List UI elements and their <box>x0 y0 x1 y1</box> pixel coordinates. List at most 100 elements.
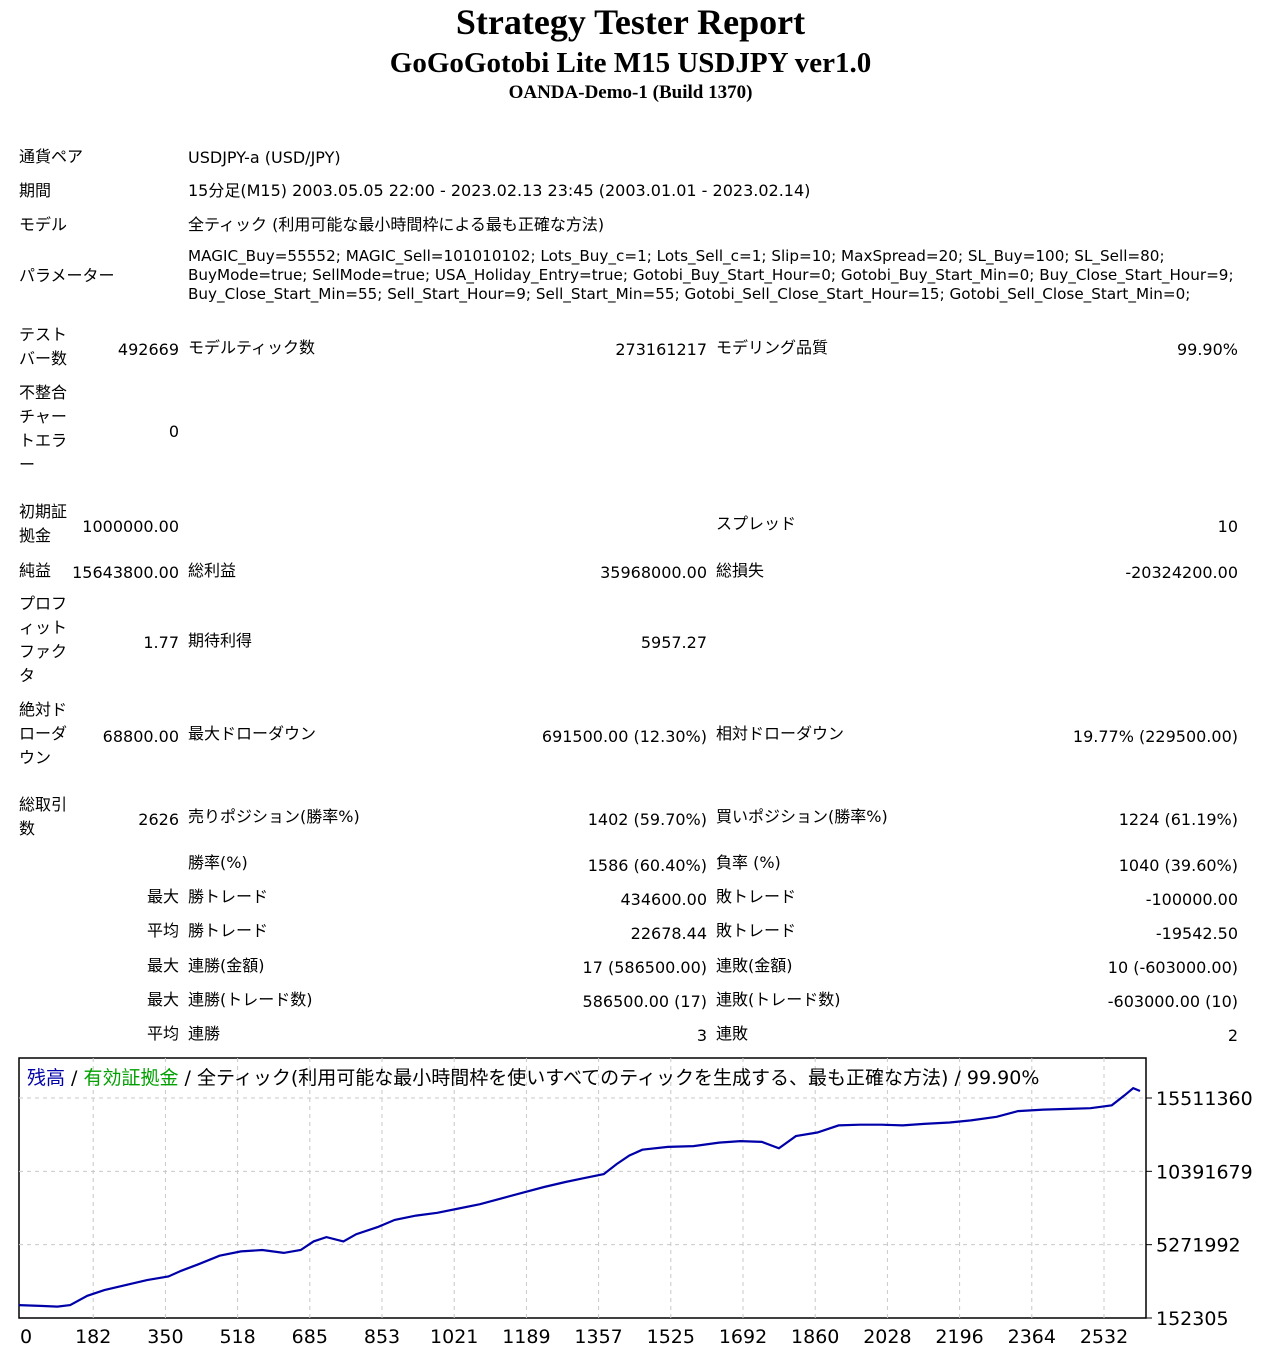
win-rate-value: 1586 (60.40%) <box>587 856 707 875</box>
net-profit-label: 純益 <box>19 561 52 580</box>
avg-cons-losses-label: 連敗 <box>716 1024 749 1043</box>
deposit-label: 初期証 拠金 <box>19 502 68 545</box>
x-tick-label: 182 <box>75 1326 111 1348</box>
balance-series-line <box>18 1086 1141 1308</box>
symbol-label: 通貨ペア <box>19 147 84 166</box>
ticks-label: モデルティック数 <box>188 338 316 357</box>
params-label: パラメーター <box>19 266 115 285</box>
avg-cons-wins-value: 3 <box>696 1026 707 1045</box>
legend-model-info: / 全ティック(利用可能な最小時間枠を使いすべてのティックを生成する、最も正確な… <box>179 1067 1040 1089</box>
expert-name: GoGoGotobi Lite M15 USDJPY ver1.0 <box>389 47 872 79</box>
server-build: OANDA-Demo-1 (Build 1370) <box>508 82 753 103</box>
max-drawdown-label: 最大ドローダウン <box>188 724 317 743</box>
largest-win-label: 勝トレード <box>188 887 269 906</box>
loss-rate-value: 1040 (39.60%) <box>1118 856 1238 875</box>
quality-value: 99.90% <box>1176 340 1238 359</box>
legend-balance: 残高 <box>27 1067 65 1089</box>
total-trades-value: 2626 <box>138 810 179 829</box>
short-positions-label: 売りポジション(勝率%) <box>188 807 360 826</box>
model-label: モデル <box>19 215 68 234</box>
params-value: MAGIC_Buy=55552; MAGIC_Sell=101010102; L… <box>188 247 1234 303</box>
largest-label: 最大 <box>146 887 179 906</box>
x-tick-label: 853 <box>364 1326 400 1348</box>
net-profit-value: 15643800.00 <box>72 563 179 582</box>
period-value: 15分足(M15) 2003.05.05 22:00 - 2023.02.13 … <box>188 181 811 200</box>
x-tick-label: 2532 <box>1080 1326 1128 1348</box>
win-rate-label: 勝率(%) <box>188 853 248 872</box>
abs-drawdown-value: 68800.00 <box>102 727 179 746</box>
x-tick-label: 1021 <box>430 1326 478 1348</box>
avg-cons-wins-label: 連勝 <box>188 1024 221 1043</box>
avg-win-label: 勝トレード <box>188 921 269 940</box>
y-tick-label: 15511360 <box>1156 1088 1253 1110</box>
largest-win-value: 434600.00 <box>620 890 707 909</box>
cons-wins-amount-value: 17 (586500.00) <box>582 958 707 977</box>
max-drawdown-value: 691500.00 (12.30%) <box>541 727 707 746</box>
x-tick-label: 518 <box>219 1326 255 1348</box>
x-tick-label: 1525 <box>647 1326 695 1348</box>
spread-value: 10 <box>1217 517 1238 536</box>
bars-value: 492669 <box>117 340 179 359</box>
report-title: Strategy Tester Report <box>455 2 806 42</box>
max-label: 最大 <box>146 956 179 975</box>
short-positions-value: 1402 (59.70%) <box>587 810 707 829</box>
cons-losses-count-label: 連敗(トレード数) <box>716 990 841 1009</box>
long-positions-label: 買いポジション(勝率%) <box>716 807 888 826</box>
y-axis: 15511360 10391679 5271992 152305 <box>1146 1088 1253 1330</box>
max-label: 最大 <box>146 990 179 1009</box>
profit-factor-value: 1.77 <box>143 633 179 652</box>
legend-equity: 有効証拠金 <box>84 1067 179 1089</box>
x-tick-label: 0 <box>20 1326 32 1348</box>
x-tick-label: 2196 <box>935 1326 983 1348</box>
expected-payoff-label: 期待利得 <box>188 631 253 650</box>
legend-separator: / <box>65 1067 83 1089</box>
loss-rate-label: 負率 (%) <box>716 853 781 872</box>
largest-loss-value: -100000.00 <box>1145 890 1238 909</box>
bars-label: テスト バー数 <box>19 325 68 368</box>
symbol-value: USDJPY-a (USD/JPY) <box>188 148 341 167</box>
model-value: 全ティック (利用可能な最小時間枠による最も正確な方法) <box>188 215 605 234</box>
x-tick-label: 350 <box>147 1326 183 1348</box>
period-label: 期間 <box>19 181 52 200</box>
plot-area <box>18 1057 1147 1319</box>
cons-wins-count-value: 586500.00 (17) <box>582 992 707 1011</box>
long-positions-value: 1224 (61.19%) <box>1118 810 1238 829</box>
x-tick-label: 1692 <box>719 1326 767 1348</box>
profit-factor-label: プロフ ィット ファク タ <box>19 594 68 685</box>
x-tick-label: 1860 <box>791 1326 839 1348</box>
average-label: 平均 <box>146 1024 179 1043</box>
gross-loss-label: 総損失 <box>716 561 765 580</box>
rel-drawdown-value: 19.77% (229500.00) <box>1072 727 1238 746</box>
x-tick-label: 1357 <box>574 1326 622 1348</box>
avg-loss-value: -19542.50 <box>1155 924 1238 943</box>
avg-loss-label: 敗トレード <box>716 921 797 940</box>
total-trades-label: 総取引 数 <box>19 795 68 838</box>
chart-grid <box>19 1058 1146 1318</box>
cons-wins-amount-label: 連勝(金額) <box>188 956 265 975</box>
y-tick-label: 10391679 <box>1156 1161 1253 1183</box>
rel-drawdown-label: 相対ドローダウン <box>716 724 845 743</box>
gross-profit-label: 総利益 <box>188 561 237 580</box>
x-tick-label: 2028 <box>863 1326 911 1348</box>
x-tick-label: 2364 <box>1008 1326 1056 1348</box>
avg-win-value: 22678.44 <box>630 924 707 943</box>
largest-loss-label: 敗トレード <box>716 887 797 906</box>
average-label: 平均 <box>146 921 179 940</box>
mismatch-value: 0 <box>168 422 179 441</box>
spread-label: スプレッド <box>716 514 797 533</box>
chart-legend: 残高 / 有効証拠金 / 全ティック(利用可能な最小時間枠を使いすべてのティック… <box>27 1067 1039 1089</box>
cons-losses-count-value: -603000.00 (10) <box>1107 992 1238 1011</box>
x-tick-label: 1189 <box>502 1326 550 1348</box>
y-tick-label: 152305 <box>1156 1308 1229 1330</box>
gross-profit-value: 35968000.00 <box>600 563 707 582</box>
cons-losses-amount-label: 連敗(金額) <box>716 956 793 975</box>
expected-payoff-value: 5957.27 <box>640 633 707 652</box>
y-tick-label: 5271992 <box>1156 1235 1241 1257</box>
avg-cons-losses-value: 2 <box>1227 1026 1238 1045</box>
x-axis: 0 182 350 518 685 853 1021 1189 1357 1525 1692 1860… <box>20 1326 1128 1348</box>
quality-label: モデリング品質 <box>716 338 829 357</box>
cons-wins-count-label: 連勝(トレード数) <box>188 990 313 1009</box>
mismatch-label: 不整合 チャー トエラ ー <box>19 383 68 474</box>
balance-chart: 15511360 10391679 5271992 152305 0 182 350 518… <box>18 1057 1253 1348</box>
cons-losses-amount-value: 10 (-603000.00) <box>1107 958 1238 977</box>
